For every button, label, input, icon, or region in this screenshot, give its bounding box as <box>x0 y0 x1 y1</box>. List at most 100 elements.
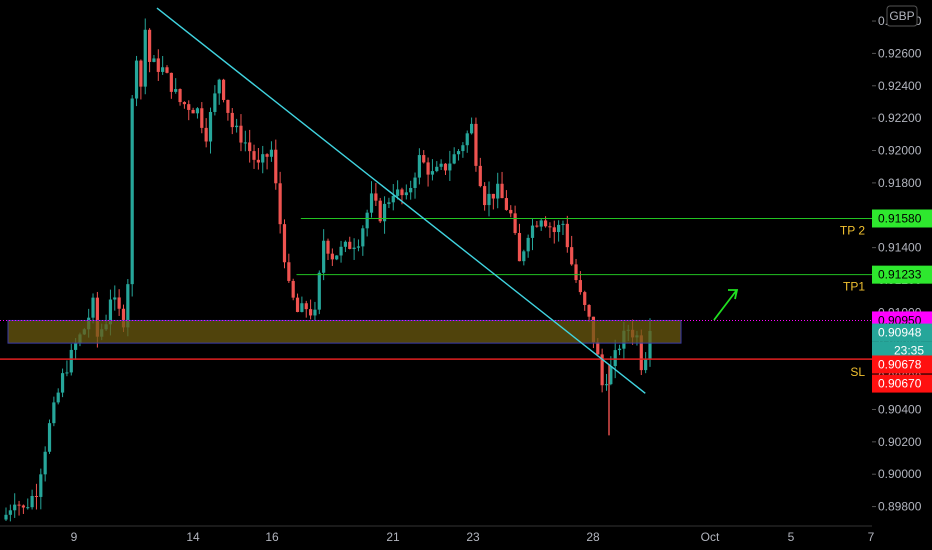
candle-body <box>535 225 539 227</box>
candle-body <box>261 154 265 163</box>
candle-body <box>191 109 195 114</box>
price-tick-label: 0.91800 <box>878 176 922 190</box>
candle-body <box>452 154 456 164</box>
candle-body <box>252 151 256 160</box>
candle-body <box>139 60 143 87</box>
candle-body <box>644 358 648 371</box>
candle-body <box>369 193 374 213</box>
candle-body <box>513 213 517 233</box>
candle-body <box>182 102 187 105</box>
candle-body <box>126 284 130 328</box>
tp2-price-tag <box>872 209 932 228</box>
time-axis[interactable]: 9 14 16 21 23 28 Oct 5 7 <box>0 525 875 544</box>
candle-body <box>604 384 609 386</box>
price-tick-label: 0.92200 <box>878 111 922 125</box>
candle-body <box>543 220 548 227</box>
time-tick-label: 23 <box>466 530 480 544</box>
tp1-label: TP1 <box>843 280 865 294</box>
time-tick-label: 14 <box>186 530 200 544</box>
time-tick-label: 5 <box>788 530 795 544</box>
candle-body <box>413 177 417 188</box>
sl-label: SL <box>850 365 865 379</box>
price-tick-label: 0.92400 <box>878 79 922 93</box>
candle-body <box>487 193 491 206</box>
price-tag-1 <box>872 323 932 342</box>
candle-body <box>469 123 474 134</box>
candle-body <box>570 247 574 265</box>
candle-body <box>152 58 156 62</box>
candle-body <box>265 154 269 157</box>
support-zone <box>7 319 682 344</box>
candle-body <box>548 226 552 228</box>
candle-body <box>291 280 295 298</box>
candle-body <box>517 232 522 262</box>
candle-body <box>557 224 561 233</box>
candle-body <box>134 60 139 99</box>
candle-body <box>461 145 465 152</box>
candle-body <box>156 58 160 72</box>
candle-body <box>330 253 334 260</box>
trendline <box>156 7 646 394</box>
candle-body <box>256 159 260 163</box>
candle-body <box>295 297 300 312</box>
candle-body <box>4 514 8 520</box>
candle-body <box>17 504 21 506</box>
candle-body <box>200 108 204 128</box>
candle-body <box>300 303 304 312</box>
candle-body <box>43 451 47 475</box>
candle-body <box>56 392 60 403</box>
candle-body <box>391 195 395 203</box>
candle-body <box>456 151 461 155</box>
price-axis[interactable]: 0.928000.926000.924000.922000.920000.918… <box>872 5 932 514</box>
price-tick-label: 0.90200 <box>878 435 922 449</box>
price-tick-label: 0.91400 <box>878 241 922 255</box>
time-tick-label: 21 <box>386 530 400 544</box>
candle-body <box>322 240 326 273</box>
time-tick-label: 28 <box>586 530 600 544</box>
candle-body <box>496 183 500 199</box>
candle-body <box>574 264 578 281</box>
price-tag-1-text: 0.90948 <box>878 326 922 340</box>
candle-body <box>430 171 435 175</box>
candle-body <box>435 166 439 172</box>
price-tag-1-countdown-text: 23:35 <box>894 344 924 358</box>
candle-body <box>648 330 652 359</box>
candle-body <box>221 79 226 100</box>
price-tick-label: 0.92000 <box>878 144 922 158</box>
candle-body <box>335 255 339 260</box>
candle-body <box>39 474 43 497</box>
candle-body <box>213 93 217 112</box>
candle-body <box>613 350 617 367</box>
time-tick-label: 9 <box>71 530 78 544</box>
candle-body <box>108 299 113 325</box>
candle-body <box>504 198 509 210</box>
candle-body <box>21 505 26 508</box>
candle-body <box>483 186 487 206</box>
candle-body <box>356 246 361 248</box>
candle-body <box>617 348 622 351</box>
candle-body <box>239 125 243 143</box>
candle-body <box>47 423 52 452</box>
candle-body <box>596 342 600 355</box>
candle-body <box>578 280 582 293</box>
candle-body <box>169 72 173 92</box>
candle-body <box>269 149 274 157</box>
candle-body <box>348 241 352 249</box>
candle-body <box>26 507 30 509</box>
up-arrow-icon <box>713 289 739 321</box>
candle-body <box>204 127 208 142</box>
candle-body <box>30 495 34 508</box>
candle-body <box>509 209 513 214</box>
candle-body <box>409 187 413 193</box>
candle-body <box>147 29 152 62</box>
currency-badge[interactable] <box>886 5 918 27</box>
candle-body <box>378 200 382 222</box>
tp2-price-tag-text: 0.91580 <box>878 211 922 225</box>
candle-body <box>326 240 330 254</box>
candle-body <box>600 354 604 386</box>
candle-body <box>465 133 469 146</box>
tp2-label: TP 2 <box>840 223 865 237</box>
candle-body <box>439 163 443 167</box>
candle-body <box>113 297 117 300</box>
